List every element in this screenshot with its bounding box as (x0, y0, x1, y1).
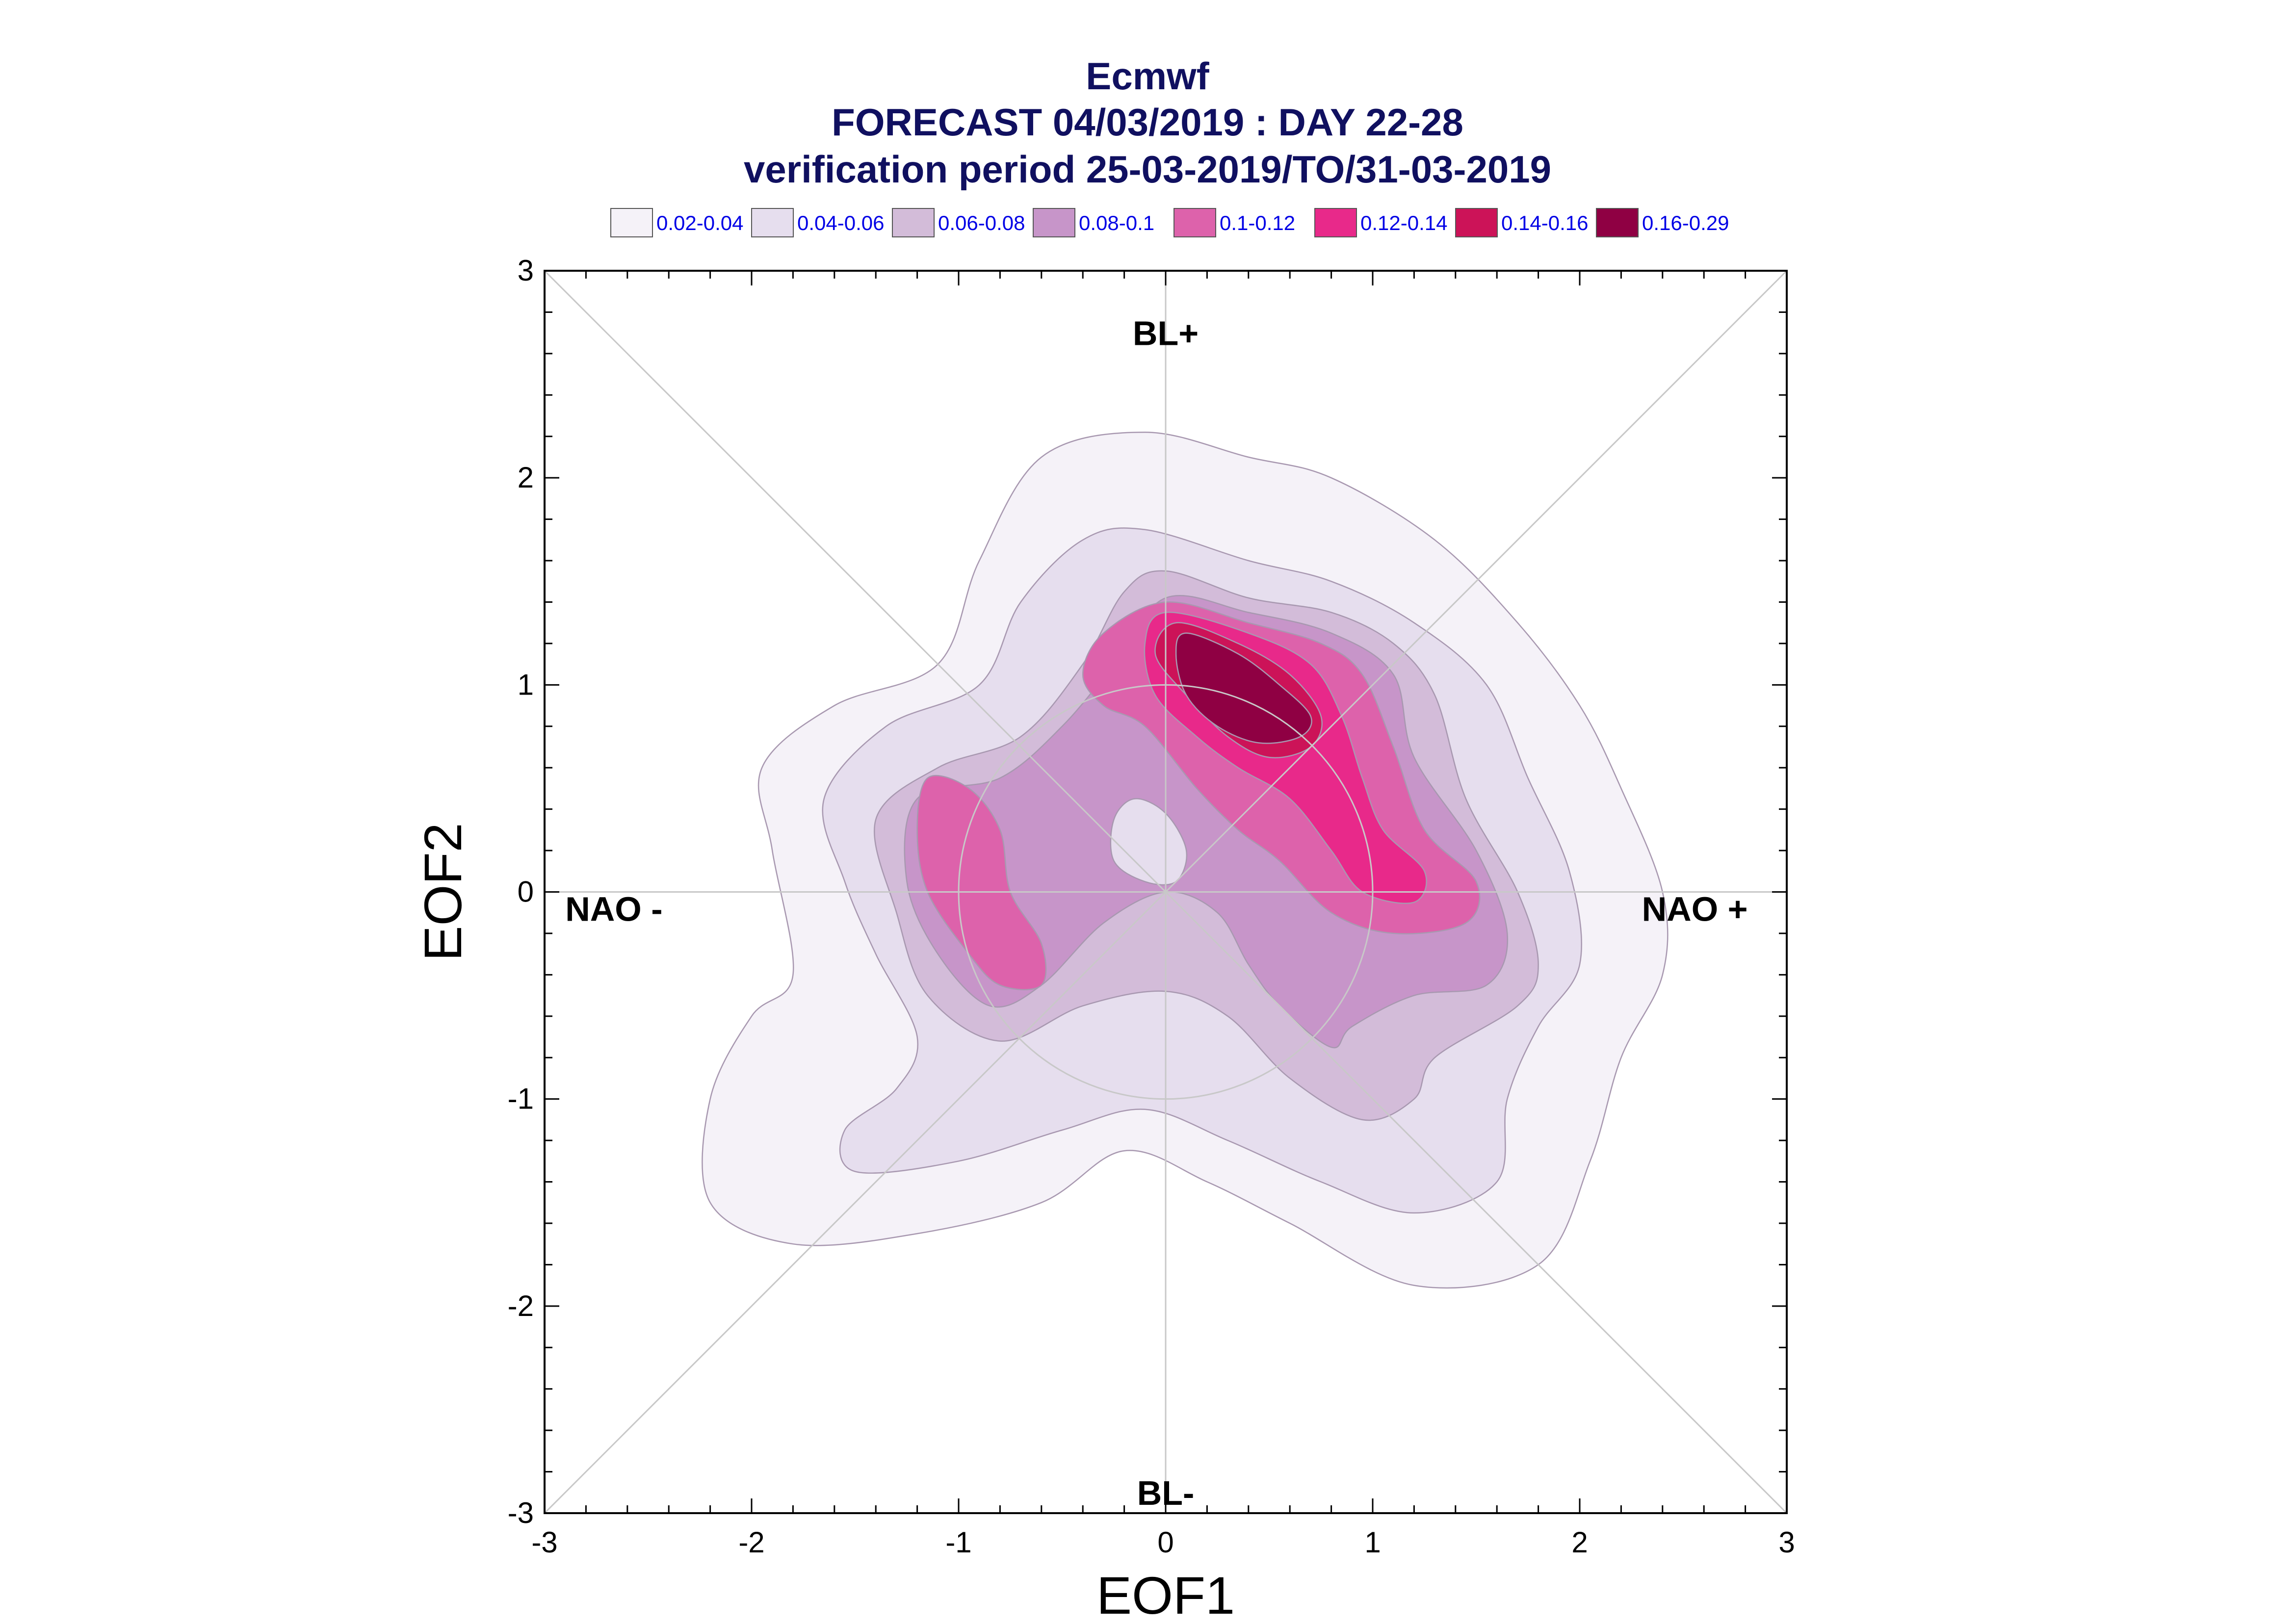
reference-lines (544, 270, 1788, 1514)
reference-circle (958, 684, 1374, 1100)
legend-swatch (1033, 208, 1075, 237)
legend-label: 0.06-0.08 (938, 211, 1025, 234)
density-contour (916, 775, 1047, 990)
legend-swatch (1174, 208, 1216, 237)
y-tick-label: 2 (518, 461, 534, 494)
density-contour (1175, 632, 1312, 744)
title-line-3: verification period 25-03-2019/TO/31-03-… (744, 148, 1551, 191)
plot-area: -3 -2 -1 0 1 2 3 -3 -2 -1 0 1 2 3 BL+ BL- NAO - NAO + (508, 254, 1795, 1559)
y-tick-label: 3 (518, 254, 534, 287)
chart-title: Ecmwf FORECAST 04/03/2019 : DAY 22-28 ve… (744, 54, 1551, 191)
legend-label: 0.08-0.1 (1079, 211, 1154, 234)
y-tick-label: -1 (508, 1083, 534, 1115)
regime-labels: BL+ BL- NAO - NAO + (565, 314, 1747, 1512)
legend-label: 0.1-0.12 (1220, 211, 1295, 234)
legend-label: 0.16-0.29 (1642, 211, 1729, 234)
title-line-2: FORECAST 04/03/2019 : DAY 22-28 (832, 101, 1463, 144)
legend-label: 0.12-0.14 (1360, 211, 1447, 234)
legend-swatch (892, 208, 935, 237)
x-tick-label: -3 (531, 1526, 557, 1559)
x-tick-label: -2 (738, 1526, 764, 1559)
legend-swatch (1596, 208, 1639, 237)
density-contours (702, 432, 1669, 1289)
x-axis-title: EOF1 (1096, 1566, 1235, 1624)
legend: 0.02-0.04 0.04-0.06 0.06-0.08 0.08-0.1 0.1-0… (610, 208, 1729, 237)
legend-label: 0.02-0.04 (656, 211, 743, 234)
y-axis-title: EOF2 (413, 823, 472, 961)
x-tick-label: 1 (1364, 1526, 1381, 1559)
x-tick-label: 0 (1157, 1526, 1174, 1559)
x-tick-label: 3 (1778, 1526, 1795, 1559)
y-tick-label: -2 (508, 1289, 534, 1322)
legend-label: 0.14-0.16 (1501, 211, 1588, 234)
legend-label: 0.04-0.06 (797, 211, 884, 234)
density-contour (1110, 798, 1188, 886)
axis-labels: EOF1 EOF2 (413, 823, 1235, 1624)
legend-swatch (1314, 208, 1357, 237)
y-tick-label: 0 (518, 876, 534, 908)
legend-swatch (751, 208, 794, 237)
title-line-1: Ecmwf (1086, 54, 1209, 98)
regime-label: NAO - (565, 890, 662, 928)
legend-swatch (1455, 208, 1498, 237)
x-tick-label: -1 (945, 1526, 971, 1559)
y-tick-label: 1 (518, 668, 534, 701)
y-tick-label: -3 (508, 1496, 534, 1529)
legend-swatch (610, 208, 653, 237)
regime-label: BL+ (1133, 314, 1199, 353)
x-tick-label: 2 (1571, 1526, 1588, 1559)
axis-ticks: -3 -2 -1 0 1 2 3 -3 -2 -1 0 1 2 3 (508, 254, 1795, 1559)
regime-label: NAO + (1642, 890, 1748, 928)
regime-label: BL- (1137, 1474, 1195, 1512)
